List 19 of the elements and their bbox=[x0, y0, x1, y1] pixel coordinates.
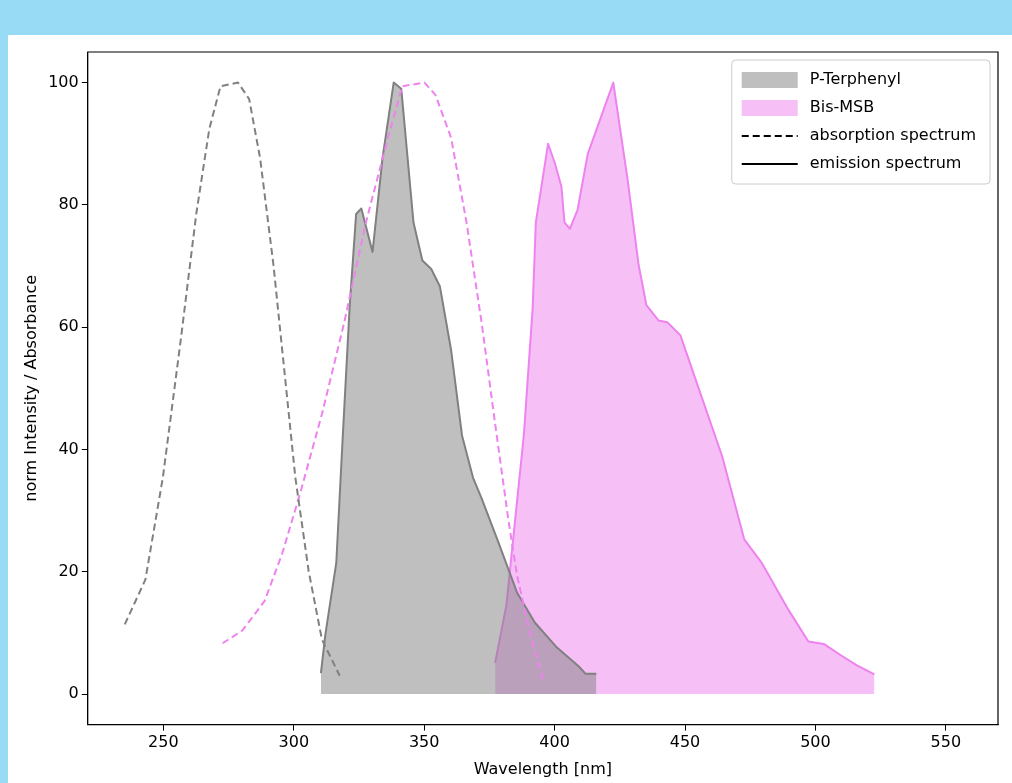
x-tick-label: 500 bbox=[800, 732, 831, 752]
x-tick-label: 300 bbox=[278, 732, 310, 752]
x-axis-title: Wavelength [nm] bbox=[473, 758, 612, 778]
x-tick-label: 400 bbox=[539, 732, 570, 752]
y-tick-label: 0 bbox=[68, 683, 79, 703]
legend-label: Bis-MSB bbox=[809, 97, 875, 117]
y-tick-label: 40 bbox=[58, 438, 79, 458]
legend-label: P-Terphenyl bbox=[809, 69, 902, 89]
y-tick-label: 100 bbox=[48, 71, 79, 91]
y-axis-title: norm Intensity / Absorbance bbox=[20, 274, 40, 502]
y-tick-label: 80 bbox=[58, 194, 79, 214]
y-tick-label: 20 bbox=[58, 560, 79, 580]
x-tick-label: 250 bbox=[148, 732, 179, 752]
legend-label: absorption spectrum bbox=[809, 125, 976, 145]
legend-label: emission spectrum bbox=[809, 153, 962, 173]
x-tick-label: 550 bbox=[930, 732, 962, 752]
x-tick-label: 450 bbox=[669, 732, 701, 752]
x-tick-label: 350 bbox=[408, 732, 440, 752]
y-tick-label: 60 bbox=[58, 316, 79, 336]
